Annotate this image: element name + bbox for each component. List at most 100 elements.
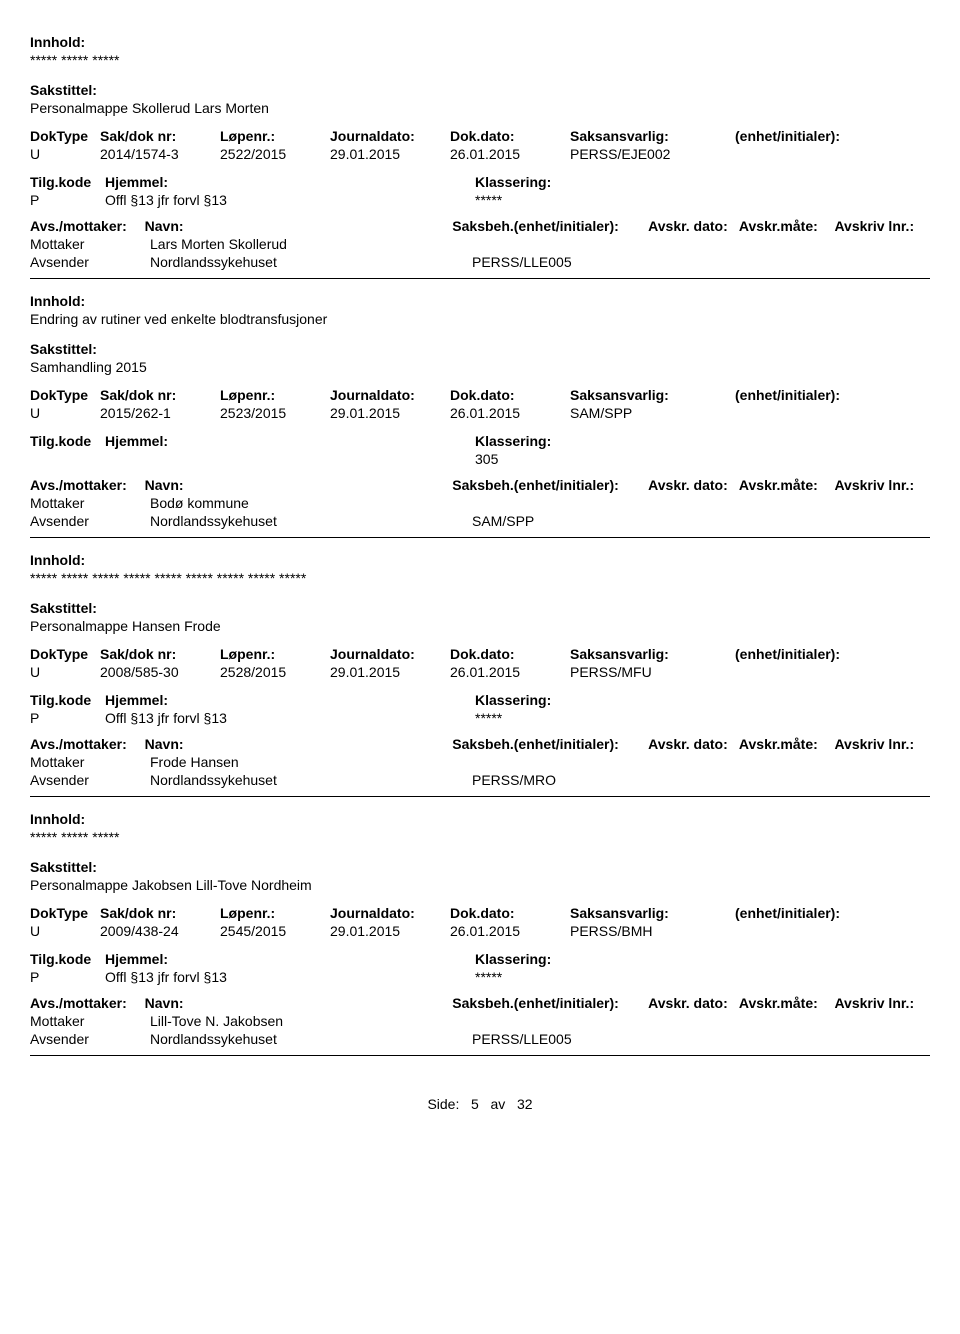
v-lopenr: 2523/2015 [220,405,330,421]
h-klassering: Klassering: [475,951,675,967]
v-tilgkode [30,451,105,467]
v-enhet [735,146,885,162]
v-journaldato: 29.01.2015 [330,405,450,421]
h-avskrdato: Avskr. dato: [648,477,739,493]
innhold-label: Innhold: [30,293,930,309]
v-enhet [735,923,885,939]
h-saksansvarlig: Saksansvarlig: [570,646,735,662]
page-footer: Side: 5 av 32 [30,1096,930,1112]
h-saksbeh: Saksbeh.(enhet/initialer): [452,218,648,234]
records-container: Innhold: ***** ***** ***** Sakstittel: Pers… [30,34,930,1056]
v-klassering: ***** [475,192,675,208]
h-saksbeh: Saksbeh.(enhet/initialer): [452,995,648,1011]
h-lopenr: Løpenr.: [220,905,330,921]
h-dokdato: Dok.dato: [450,646,570,662]
sakstittel-label: Sakstittel: [30,82,930,98]
avs-header-row: Avs./mottaker:Navn:Saksbeh.(enhet/initia… [30,736,930,752]
journal-record: Innhold:***** ***** *****Sakstittel:Pers… [30,811,930,1047]
tilg-data-row: POffl §13 jfr forvl §13***** [30,192,930,208]
record-divider [30,796,930,797]
party-role: Avsender [30,1031,150,1047]
h-lopenr: Løpenr.: [220,128,330,144]
party-row: AvsenderNordlandssykehusetPERSS/LLE005 [30,254,930,270]
h-doktype: DokType [30,128,100,144]
sakstittel-label: Sakstittel: [30,859,930,875]
innhold-label: Innhold: [30,811,930,827]
h-hjemmel: Hjemmel: [105,174,475,190]
v-klassering: ***** [475,969,675,985]
h-hjemmel: Hjemmel: [105,433,475,449]
tilg-header-row: Tilg.kodeHjemmel:Klassering: [30,433,930,449]
h-navn: Navn: [145,995,453,1011]
party-code [472,1013,672,1029]
party-role: Avsender [30,254,150,270]
record-divider [30,278,930,279]
h-tilgkode: Tilg.kode [30,951,105,967]
party-name: Lars Morten Skollerud [150,236,472,252]
h-tilgkode: Tilg.kode [30,692,105,708]
v-lopenr: 2522/2015 [220,146,330,162]
h-avskrivlnr: Avskriv lnr.: [834,477,930,493]
v-doktype: U [30,146,100,162]
h-saksbeh: Saksbeh.(enhet/initialer): [452,736,648,752]
h-sakdok: Sak/dok nr: [100,128,220,144]
h-journaldato: Journaldato: [330,905,450,921]
h-journaldato: Journaldato: [330,646,450,662]
v-sakdok: 2008/585-30 [100,664,220,680]
innhold-label: Innhold: [30,34,930,50]
h-avskrivlnr: Avskriv lnr.: [834,995,930,1011]
h-klassering: Klassering: [475,692,675,708]
innhold-text: ***** ***** ***** [30,52,930,68]
h-journaldato: Journaldato: [330,128,450,144]
h-saksansvarlig: Saksansvarlig: [570,387,735,403]
h-avsmottaker: Avs./mottaker: [30,477,145,493]
h-journaldato: Journaldato: [330,387,450,403]
sakstittel-label: Sakstittel: [30,600,930,616]
v-klassering: 305 [475,451,675,467]
party-name: Nordlandssykehuset [150,772,472,788]
h-klassering: Klassering: [475,433,675,449]
tilg-header-row: Tilg.kodeHjemmel:Klassering: [30,951,930,967]
avs-header-row: Avs./mottaker:Navn:Saksbeh.(enhet/initia… [30,477,930,493]
party-code: PERSS/LLE005 [472,254,672,270]
party-row: MottakerLars Morten Skollerud [30,236,930,252]
v-tilgkode: P [30,192,105,208]
h-avskrivlnr: Avskriv lnr.: [834,218,930,234]
sakstittel-text: Personalmappe Hansen Frode [30,618,930,634]
avs-header-row: Avs./mottaker:Navn:Saksbeh.(enhet/initia… [30,218,930,234]
sakstittel-text: Samhandling 2015 [30,359,930,375]
doc-header-row: DokTypeSak/dok nr:Løpenr.:Journaldato:Do… [30,646,930,662]
party-row: MottakerLill-Tove N. Jakobsen [30,1013,930,1029]
party-name: Bodø kommune [150,495,472,511]
h-sakdok: Sak/dok nr: [100,905,220,921]
v-sakdok: 2015/262-1 [100,405,220,421]
journal-record: Innhold: ***** ***** ***** Sakstittel: Pers… [30,34,930,270]
innhold-text: Endring av rutiner ved enkelte blodtrans… [30,311,930,327]
h-navn: Navn: [145,218,453,234]
party-code: PERSS/LLE005 [472,1031,672,1047]
h-avsmottaker: Avs./mottaker: [30,995,145,1011]
h-avskrdato: Avskr. dato: [648,218,739,234]
party-role: Mottaker [30,754,150,770]
party-name: Nordlandssykehuset [150,513,472,529]
v-dokdato: 26.01.2015 [450,146,570,162]
h-avskrdato: Avskr. dato: [648,995,739,1011]
v-enhet [735,405,885,421]
h-sakdok: Sak/dok nr: [100,646,220,662]
innhold-text: ***** ***** ***** [30,829,930,845]
v-lopenr: 2528/2015 [220,664,330,680]
footer-total: 32 [517,1096,533,1112]
h-hjemmel: Hjemmel: [105,951,475,967]
sakstittel-text: Personalmappe Skollerud Lars Morten [30,100,930,116]
party-row: AvsenderNordlandssykehusetSAM/SPP [30,513,930,529]
tilg-data-row: POffl §13 jfr forvl §13***** [30,710,930,726]
party-row: AvsenderNordlandssykehusetPERSS/MRO [30,772,930,788]
party-role: Avsender [30,772,150,788]
h-doktype: DokType [30,905,100,921]
party-code: SAM/SPP [472,513,672,529]
v-journaldato: 29.01.2015 [330,146,450,162]
h-avskrmate: Avskr.måte: [739,995,835,1011]
h-tilgkode: Tilg.kode [30,433,105,449]
v-enhet [735,664,885,680]
v-tilgkode: P [30,710,105,726]
